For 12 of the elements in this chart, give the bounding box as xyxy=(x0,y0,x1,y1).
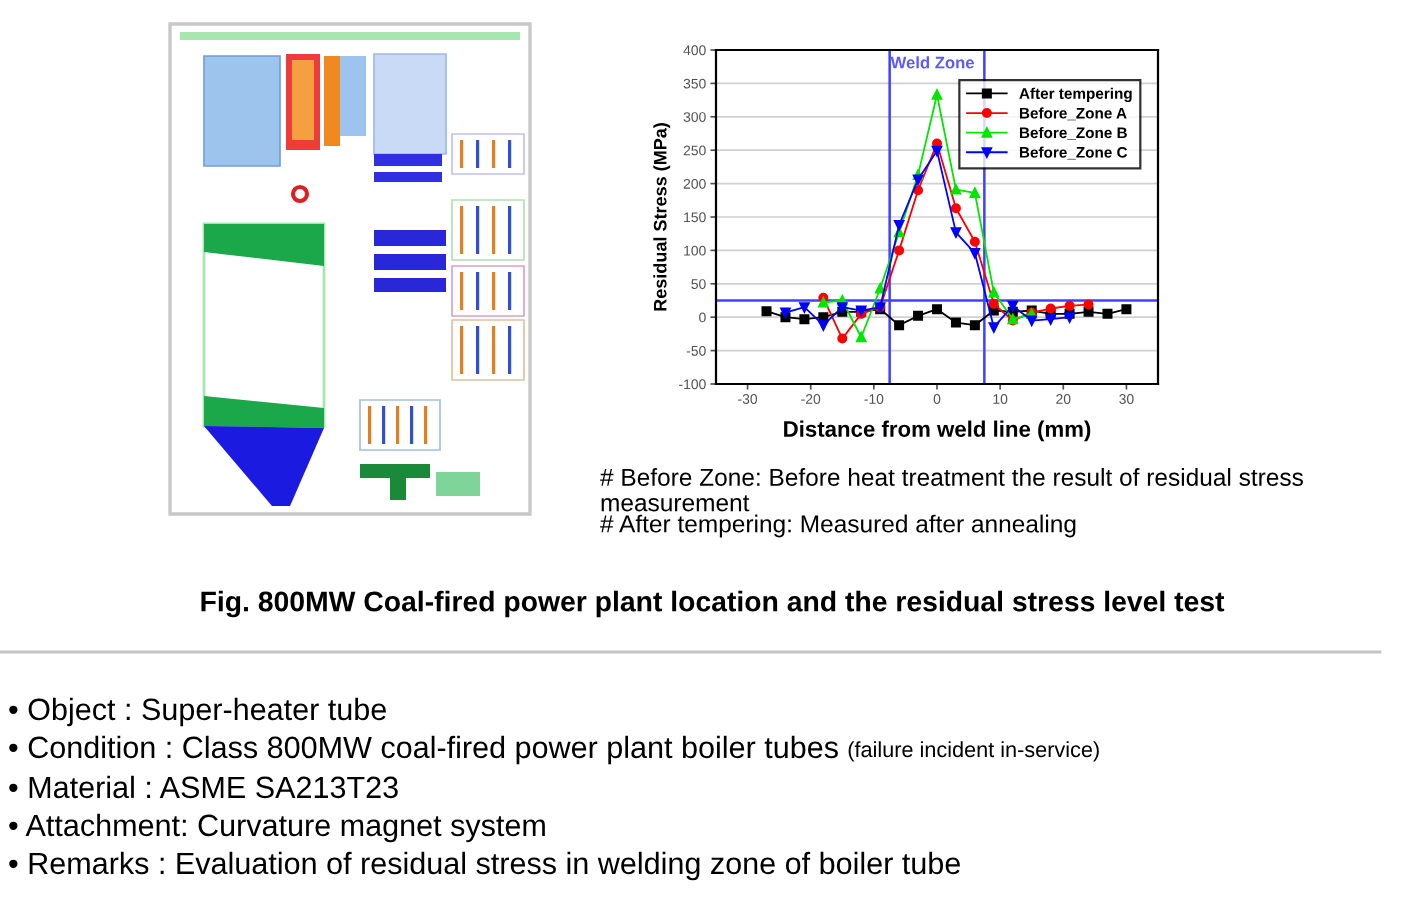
text: (failure incident in-service) xyxy=(848,741,1099,762)
text: • Object : Super-heater tube xyxy=(9,697,386,727)
text: • Remarks : Evaluation of residual stress in welding zone of boiler tube xyxy=(9,851,960,881)
text: # Before Zone: Before heat treatment the result of residual stress measurement xyxy=(600,468,1303,512)
annotation: Weld Zone xyxy=(890,56,974,69)
text: • Attachment: Curvature magnet system xyxy=(9,813,545,843)
text: # After tempering: Measured after annealing xyxy=(600,514,1076,538)
text: • Material : ASME SA213T23 xyxy=(9,775,398,799)
caption: Fig. 800MW Coal-fired power plant location and the residual stress level test xyxy=(201,590,1225,618)
text: • Condition : Class 800MW coal-fired power plant boiler tubes xyxy=(9,735,838,765)
x-axis-title: Distance from weld line (mm) xyxy=(784,420,1091,442)
y-axis-title: Residual Stress (MPa) xyxy=(653,123,671,311)
